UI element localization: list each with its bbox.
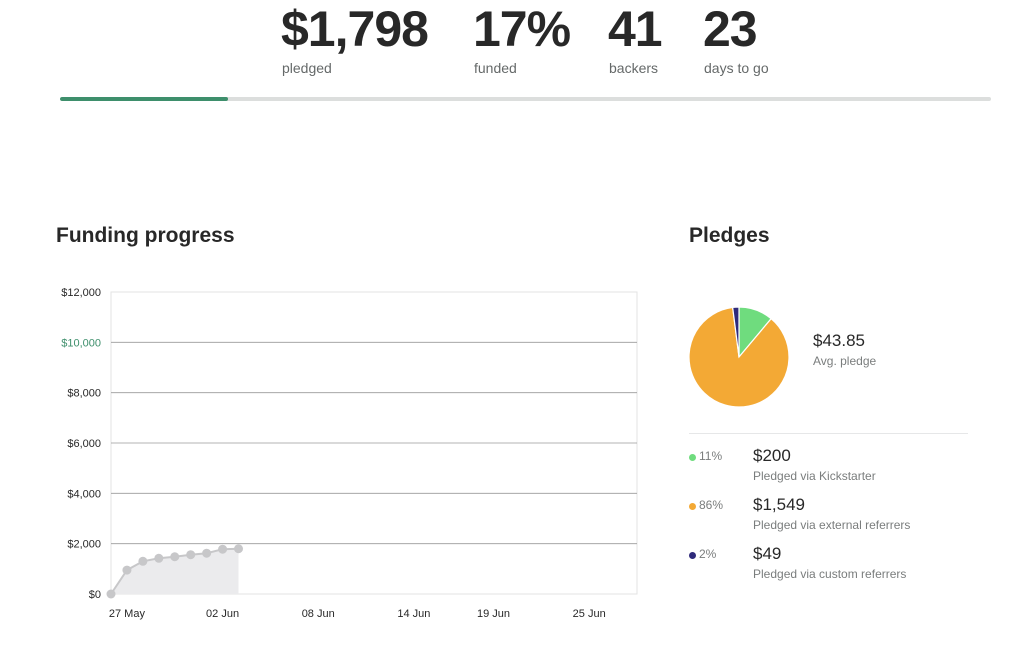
funding-point [234,544,244,554]
external-dot-icon [689,503,696,510]
days-count: 23 [703,1,758,57]
stat-days-to-go: 23 days to go [703,0,769,76]
x-tick-label: 08 Jun [302,608,335,620]
avg-pledge: $43.85 Avg. pledge [813,331,876,368]
legend-description: Pledged via Kickstarter [753,469,876,483]
pledges-divider [689,433,968,434]
pledged-amount: $1,798 [281,1,429,57]
funding-point [202,548,212,558]
legend-percent: 11% [699,449,723,463]
y-tick-label: $8,000 [67,388,101,400]
funding-point [122,565,132,575]
funding-progress-fill [60,97,228,101]
y-tick-label: $2,000 [67,539,101,551]
funding-progress-chart: $0 $2,000 $4,000 $6,000 $8,000 $10,000 $12,000… [61,287,638,620]
y-tick-label: $6,000 [67,438,101,450]
legend-item-custom: 2% $49 Pledged via custom referrers [689,544,989,584]
funding-progress-title: Funding progress [56,224,235,247]
legend-percent: 2% [699,547,717,561]
legend-percent: 86% [699,498,724,512]
x-tick-label: 19 Jun [477,608,510,620]
x-tick-label: 14 Jun [397,608,430,620]
legend-amount: $49 [753,544,782,563]
funding-point [218,544,228,554]
backers-count: 41 [608,1,663,57]
days-label: days to go [704,60,769,76]
legend-description: Pledged via custom referrers [753,567,907,581]
pie-slice [688,306,790,408]
stat-funded: 17% funded [473,0,571,76]
funded-label: funded [474,60,517,76]
funding-point [186,550,196,560]
funding-progress-bar [60,97,991,101]
custom-dot-icon [689,552,696,559]
funding-point [138,556,148,566]
y-tick-label: $12,000 [61,287,101,299]
avg-pledge-value: $43.85 [813,331,865,350]
kickstarter-dot-icon [689,454,696,461]
pledged-label: pledged [282,60,332,76]
legend-description: Pledged via external referrers [753,518,911,532]
y-tick-label: $10,000 [61,337,101,349]
legend-item-kickstarter: 11% $200 Pledged via Kickstarter [689,446,989,486]
pledges-title: Pledges [689,224,770,247]
x-tick-label: 27 May [109,608,146,620]
stat-backers: 41 backers [608,0,663,76]
pie-slice [731,306,740,358]
funding-point [170,552,180,562]
x-tick-label: 02 Jun [206,608,239,620]
avg-pledge-label: Avg. pledge [813,354,877,368]
stat-pledged: $1,798 pledged [281,0,429,76]
legend-amount: $200 [753,446,791,465]
pledges-pie-chart [688,306,790,408]
y-tick-label: $0 [89,589,101,601]
y-tick-label: $4,000 [67,488,101,500]
funding-area [111,548,239,594]
funding-point [106,589,116,599]
funded-percent: 17% [473,1,571,57]
legend-amount: $1,549 [753,495,805,514]
x-tick-label: 25 Jun [573,608,606,620]
legend-item-external: 86% $1,549 Pledged via external referrer… [689,495,989,535]
backers-label: backers [609,60,659,76]
funding-point [154,553,164,563]
